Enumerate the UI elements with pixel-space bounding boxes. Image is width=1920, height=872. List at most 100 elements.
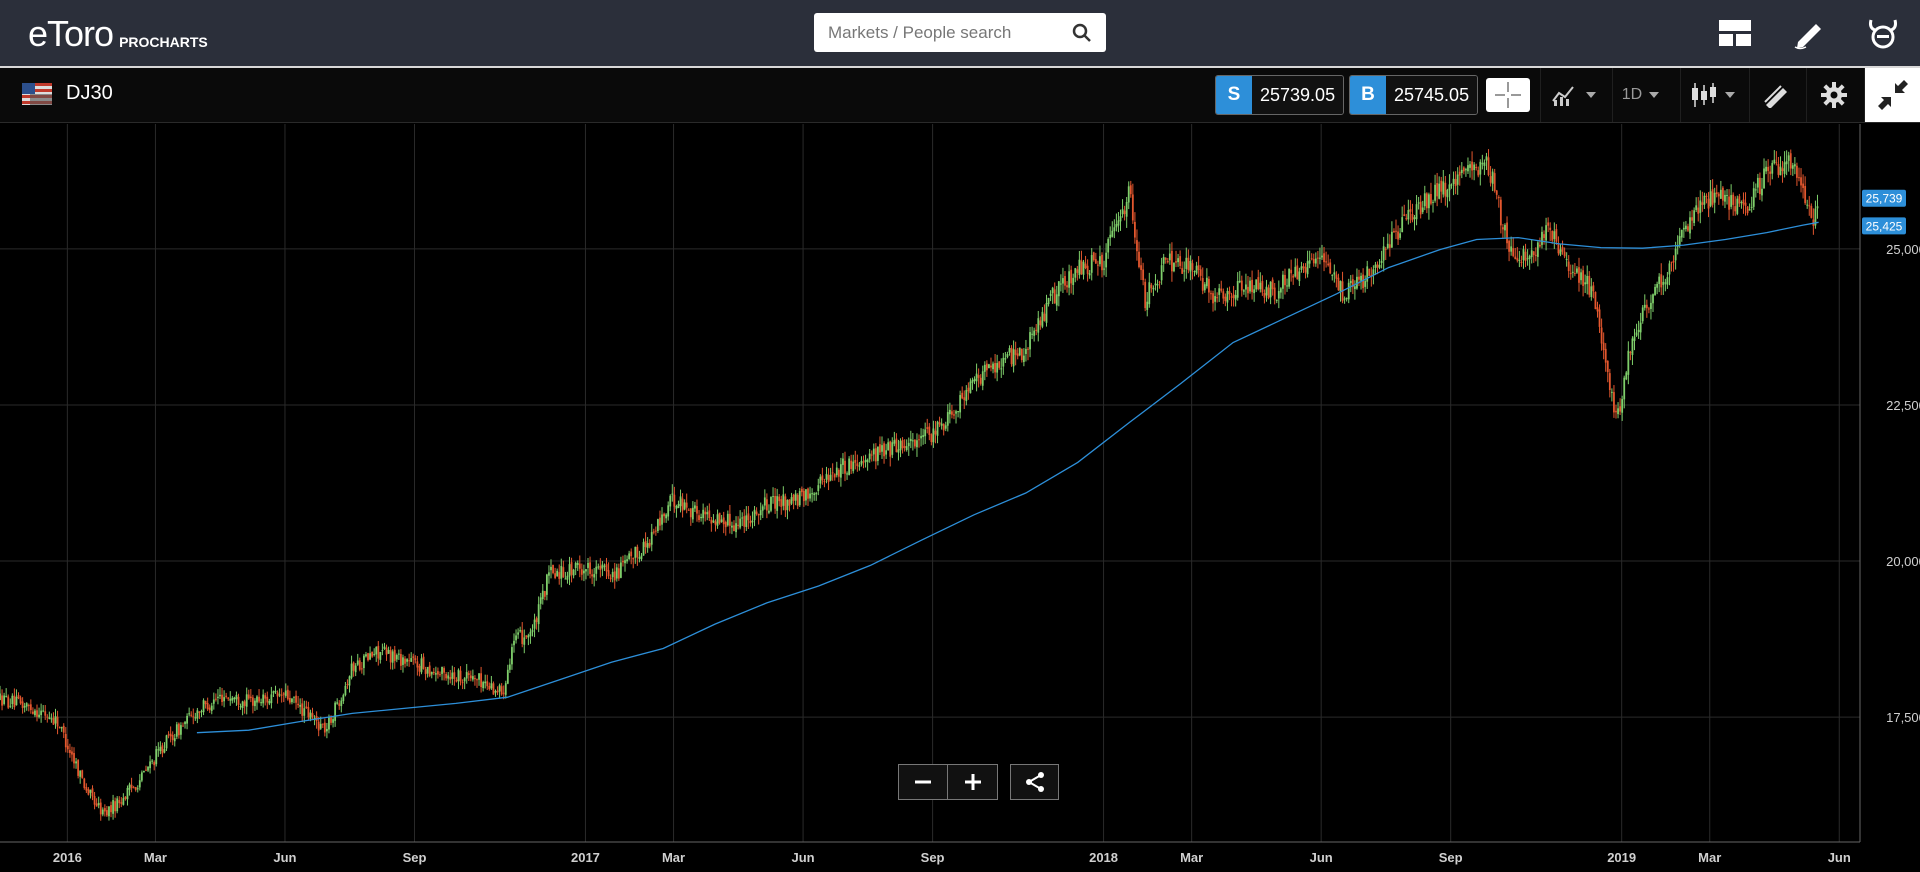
candle-body <box>1555 229 1558 242</box>
candle-body <box>1756 177 1759 188</box>
candle-body <box>319 723 322 729</box>
candle-body <box>15 696 18 706</box>
buy-button[interactable]: B 25745.05 <box>1349 75 1479 115</box>
x-tick-label: Jun <box>792 850 815 865</box>
candle-body <box>1785 161 1788 165</box>
candle-body <box>1277 290 1280 299</box>
price-badge-label: 25,425 <box>1866 219 1903 233</box>
share-button[interactable] <box>1010 764 1059 800</box>
candle-body <box>311 713 314 717</box>
candle-body <box>1351 279 1354 288</box>
candle-body <box>1002 357 1005 367</box>
candle-body <box>632 557 635 560</box>
candle-body <box>494 691 497 693</box>
etoro-menu-button[interactable] <box>1846 0 1920 66</box>
candle-body <box>1390 231 1393 248</box>
candle-body <box>208 707 211 710</box>
candle-body <box>1791 165 1794 169</box>
candle-body <box>823 481 826 483</box>
candle-body <box>416 661 419 668</box>
candle-body <box>338 703 341 706</box>
candle-body <box>1228 291 1231 295</box>
search-box[interactable] <box>814 13 1106 52</box>
candle-body <box>1668 263 1671 275</box>
candle-body <box>305 706 308 709</box>
candle-body <box>566 575 569 580</box>
candle-body <box>842 458 844 465</box>
candle-body <box>1253 289 1256 294</box>
candle-body <box>1411 213 1414 221</box>
candle-body <box>1483 162 1486 166</box>
draw-button[interactable] <box>1772 0 1846 66</box>
settings-button[interactable] <box>1806 68 1860 122</box>
candle-body <box>757 513 760 516</box>
candle-body <box>1269 281 1272 298</box>
candle-body <box>1750 206 1753 208</box>
layout-button[interactable] <box>1698 0 1772 66</box>
candle-body <box>1487 157 1490 176</box>
candle-body <box>1600 327 1603 344</box>
candle-body <box>1203 284 1206 291</box>
sell-button[interactable]: S 25739.05 <box>1215 75 1345 115</box>
candle-body <box>1374 264 1377 268</box>
candle-body <box>408 660 411 662</box>
candle-body <box>1062 278 1064 284</box>
candle-body <box>568 564 571 577</box>
candle-body <box>414 658 417 661</box>
chart-canvas[interactable]: 2016 Mar Jun Sep 2017 Mar Jun Sep 2018 Mar Jun Sep 2… <box>0 124 1920 872</box>
search-input[interactable] <box>828 22 1072 43</box>
candle-body <box>1152 287 1155 290</box>
candle-body <box>858 465 861 467</box>
candle-body <box>221 694 223 703</box>
candle-body <box>578 563 581 569</box>
candle-body <box>1436 183 1439 197</box>
zoom-out-button[interactable] <box>898 764 948 800</box>
timeframe-label: 1D <box>1621 86 1643 103</box>
instrument-selector[interactable]: DJ30 <box>22 82 113 105</box>
indicators-button[interactable] <box>1540 68 1606 122</box>
timeframe-dropdown[interactable]: 1D <box>1612 68 1668 122</box>
candle-body <box>1689 217 1691 234</box>
candle-body <box>1022 355 1025 363</box>
candle-body <box>1454 179 1457 187</box>
crosshair-button[interactable] <box>1486 78 1530 112</box>
price-chart[interactable]: 2016 Mar Jun Sep 2017 Mar Jun Sep 2018 Mar Jun Sep 2… <box>0 124 1920 872</box>
drawing-icon <box>1763 85 1787 108</box>
candle-body <box>27 704 30 707</box>
candle-body <box>1532 251 1535 255</box>
candle-body <box>385 647 388 655</box>
candle-body <box>108 806 110 817</box>
candle-body <box>967 387 970 392</box>
candle-body <box>1569 273 1572 275</box>
candle-body <box>706 512 709 515</box>
chart-type-button[interactable] <box>1680 68 1744 122</box>
candle-body <box>511 647 513 665</box>
candle-body <box>237 696 240 705</box>
collapse-button[interactable] <box>1864 68 1920 122</box>
candle-body <box>363 655 365 669</box>
search-icon[interactable] <box>1072 23 1092 43</box>
candle-body <box>77 760 80 776</box>
candle-body <box>1783 162 1786 174</box>
candle-body <box>1333 272 1336 275</box>
candle-body <box>352 662 355 671</box>
candle-body <box>1510 246 1513 252</box>
candle-body <box>759 510 762 516</box>
etoro-logo[interactable]: eToro PROCHARTS <box>28 12 208 52</box>
chevron-down-icon <box>1586 92 1596 98</box>
candle-body <box>1713 192 1716 203</box>
zoom-in-button[interactable] <box>948 764 998 800</box>
candle-body <box>726 513 729 526</box>
candle-body <box>1518 259 1521 261</box>
candle-body <box>1045 303 1048 323</box>
candle-body <box>500 686 503 695</box>
candle-body <box>570 562 573 575</box>
candle-body <box>582 570 585 574</box>
candle-body <box>1715 192 1718 195</box>
settings-icon <box>1820 82 1847 108</box>
candle-body <box>1592 285 1595 292</box>
candle-body <box>794 493 797 501</box>
drawing-tools-button[interactable] <box>1749 68 1803 122</box>
candle-body <box>776 496 779 511</box>
y-tick-label: 17,500 <box>1886 710 1920 725</box>
